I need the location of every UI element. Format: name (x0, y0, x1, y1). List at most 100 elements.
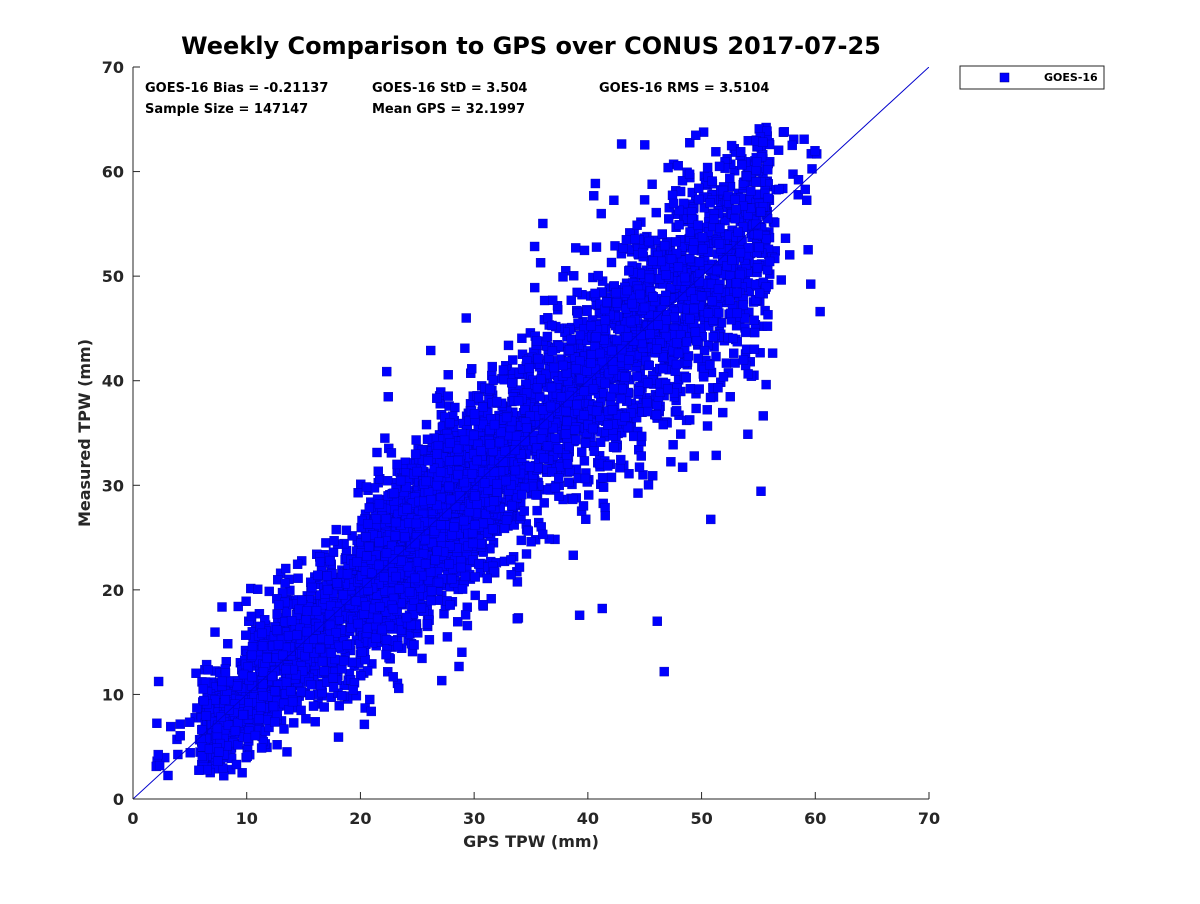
scatter-point (521, 549, 532, 559)
scatter-point (280, 578, 290, 588)
scatter-point (498, 365, 509, 375)
scatter-point (297, 595, 307, 605)
scatter-point (722, 261, 732, 271)
scatter-point (647, 179, 657, 190)
scatter-point (445, 541, 455, 551)
scatter-point (282, 747, 292, 757)
scatter-point (447, 574, 457, 584)
scatter-point (487, 361, 497, 372)
scatter-point (680, 272, 690, 283)
scatter-point (589, 191, 599, 201)
scatter-point (773, 145, 784, 155)
scatter-point (661, 331, 671, 342)
scatter-point (785, 250, 795, 260)
scatter-point (596, 208, 606, 219)
scatter-point (315, 557, 325, 567)
scatter-point (488, 375, 498, 385)
scatter-point (706, 514, 716, 525)
scatter-point (382, 476, 393, 486)
scatter-point (572, 399, 582, 410)
scatter-point (197, 725, 207, 735)
scatter-point (501, 475, 511, 486)
scatter-point (624, 355, 634, 365)
scatter-point (708, 315, 718, 325)
scatter-point (666, 254, 677, 265)
scatter-point (764, 256, 775, 267)
scatter-point (637, 431, 647, 442)
scatter-point (713, 284, 724, 294)
scatter-point (715, 223, 725, 234)
scatter-point (606, 257, 617, 268)
scatter-point (489, 496, 499, 506)
scatter-point (595, 437, 606, 447)
scatter-point (658, 419, 668, 430)
scatter-point (810, 145, 820, 156)
scatter-point (589, 446, 599, 456)
scatter-point (242, 751, 252, 761)
scatter-point (600, 511, 610, 521)
scatter-point (554, 341, 564, 351)
scatter-point (671, 359, 682, 370)
scatter-point (325, 555, 335, 566)
scatter-point (452, 443, 463, 454)
scatter-point (711, 351, 721, 362)
scatter-point (270, 717, 280, 727)
scatter-point (754, 242, 764, 253)
scatter-point (575, 330, 585, 341)
scatter-point (633, 488, 643, 498)
scatter-point (740, 327, 751, 338)
scatter-point (247, 642, 258, 652)
scatter-point (691, 403, 701, 414)
scatter-point (614, 324, 625, 335)
scatter-point (326, 648, 337, 658)
scatter-point (401, 482, 411, 492)
scatter-point (799, 134, 809, 144)
scatter-point (474, 559, 484, 569)
scatter-point (669, 312, 679, 323)
scatter-point (622, 422, 633, 433)
scatter-point (366, 706, 376, 717)
scatter-point (394, 584, 405, 594)
scatter-point (500, 446, 510, 456)
scatter-point (793, 174, 804, 185)
scatter-point (815, 306, 825, 317)
scatter-point (202, 765, 212, 775)
scatter-point (752, 263, 763, 273)
scatter-point (453, 455, 463, 466)
scatter-point (454, 661, 464, 672)
scatter-point (743, 429, 753, 439)
scatter-point (705, 360, 715, 370)
scatter-point (467, 364, 477, 374)
scatter-point (223, 720, 234, 730)
scatter-point (212, 723, 223, 734)
scatter-point (461, 313, 471, 323)
scatter-point (538, 218, 548, 229)
scatter-point (685, 137, 695, 148)
scatter-point (457, 647, 467, 657)
scatter-point (616, 139, 627, 149)
scatter-point (690, 327, 701, 337)
scatter-point (558, 272, 568, 282)
scatter-point (606, 472, 617, 483)
scatter-point (584, 490, 594, 500)
scatter-point (175, 719, 185, 729)
scatter-point (689, 303, 699, 314)
scatter-point (507, 378, 517, 388)
scatter-point (267, 671, 277, 682)
scatter-point (422, 619, 432, 629)
scatter-point (763, 193, 773, 203)
scatter-point (373, 466, 383, 476)
scatter-point (301, 615, 311, 625)
scatter-point (780, 233, 791, 244)
scatter-point (691, 336, 702, 346)
scatter-point (671, 237, 681, 247)
scatter-point (751, 219, 761, 230)
scatter-point (470, 590, 480, 601)
scatter-point (634, 462, 645, 472)
scatter-point (712, 265, 722, 276)
scatter-point (763, 310, 773, 320)
scatter-point (694, 384, 704, 394)
scatter-point (522, 423, 532, 433)
scatter-point (751, 165, 761, 175)
scatter-point (296, 705, 306, 716)
